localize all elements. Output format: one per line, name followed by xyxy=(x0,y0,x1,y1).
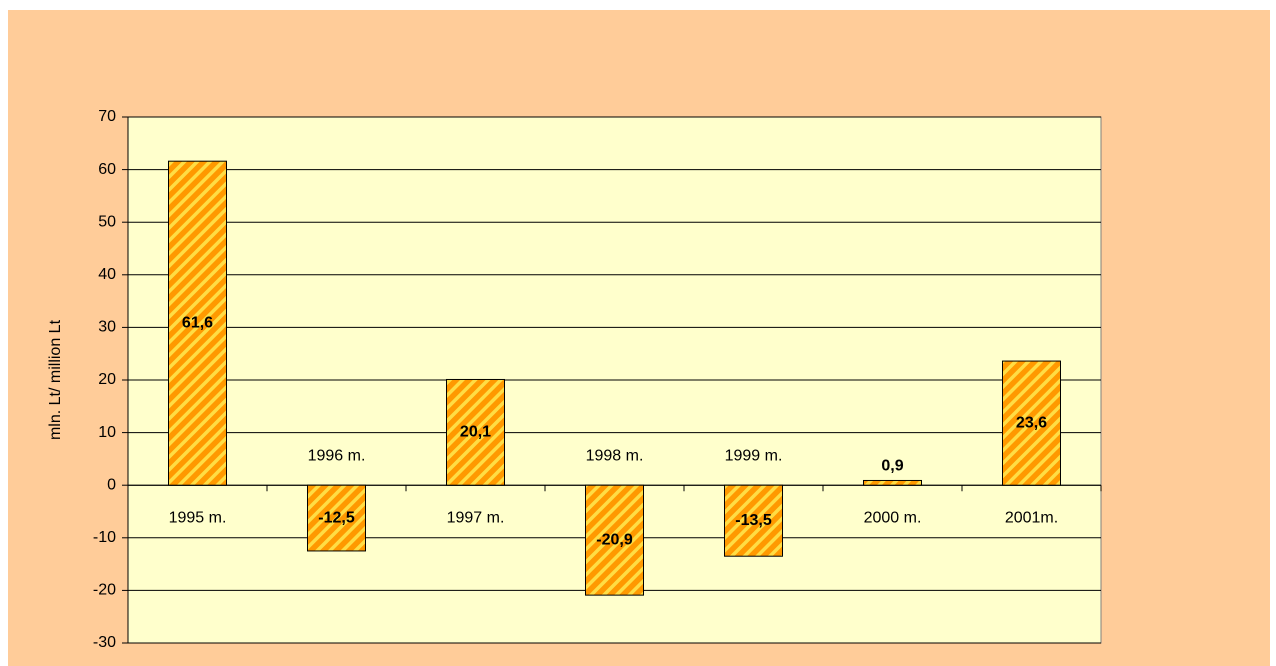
bar xyxy=(724,484,783,557)
y-tick-label: -30 xyxy=(93,634,116,651)
y-axis-label: mln. Lt/ million Lt xyxy=(47,319,64,440)
value-label: 61,6 xyxy=(182,314,213,331)
x-tick-label: 1998 m. xyxy=(586,447,644,464)
y-tick-label: 10 xyxy=(98,424,116,441)
x-tick-label: 1995 m. xyxy=(169,509,227,526)
value-label: -13,5 xyxy=(735,512,772,529)
value-label: -12,5 xyxy=(318,509,355,526)
x-tick-label: 2000 m. xyxy=(864,509,922,526)
y-tick-label: 60 xyxy=(98,161,116,178)
y-tick-label: 40 xyxy=(98,266,116,283)
value-label: 20,1 xyxy=(460,424,491,441)
x-tick-label: 1999 m. xyxy=(725,447,783,464)
value-label: 23,6 xyxy=(1016,414,1047,431)
x-tick-label: 1997 m. xyxy=(447,509,505,526)
value-label: -20,9 xyxy=(596,531,633,548)
y-tick-label: 20 xyxy=(98,371,116,388)
y-tick-label: 0 xyxy=(107,476,116,493)
x-tick-label: 2001m. xyxy=(1005,509,1058,526)
bar xyxy=(585,484,644,596)
y-tick-label: -20 xyxy=(93,582,116,599)
y-tick-label: 30 xyxy=(98,319,116,336)
bar xyxy=(307,484,366,552)
x-tick-label: 1996 m. xyxy=(308,447,366,464)
bar xyxy=(863,479,922,486)
y-tick-label: 70 xyxy=(98,108,116,125)
bar xyxy=(168,160,227,486)
bar xyxy=(1002,360,1061,486)
bar xyxy=(446,378,505,486)
y-tick-label: -10 xyxy=(93,529,116,546)
value-label: 0,9 xyxy=(881,458,903,475)
y-tick-label: 50 xyxy=(98,213,116,230)
